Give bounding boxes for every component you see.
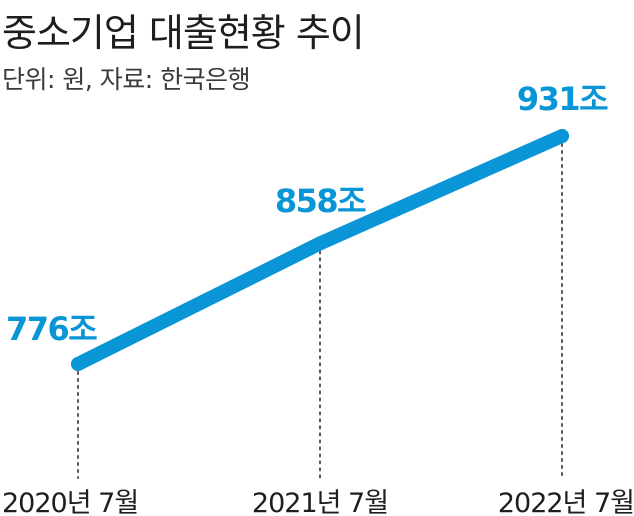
chart-title: 중소기업 대출현황 추이	[2, 11, 365, 55]
data-point-2	[555, 129, 569, 143]
x-tick-label-2: 2022년 7월	[498, 488, 634, 516]
chart-subtitle: 단위: 원, 자료: 한국은행	[2, 65, 251, 94]
value-label-2: 931조	[517, 80, 608, 118]
x-tick-label-0: 2020년 7월	[2, 488, 138, 516]
data-point-1	[313, 236, 327, 251]
value-label-1: 858조	[275, 182, 366, 220]
value-label-0: 776조	[6, 310, 97, 348]
data-point-0	[71, 357, 85, 371]
x-tick-label-1: 2021년 7월	[252, 488, 388, 516]
